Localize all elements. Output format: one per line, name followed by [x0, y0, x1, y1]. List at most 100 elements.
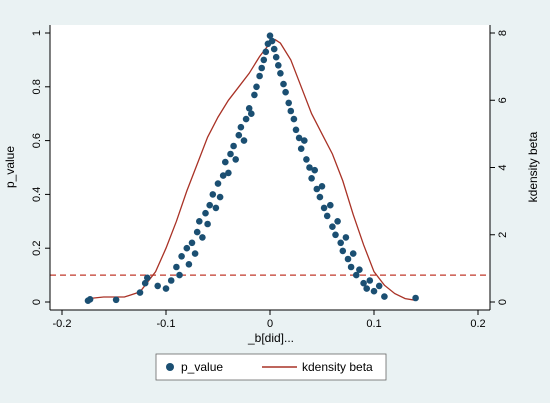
- p-value-point: [275, 62, 282, 69]
- p-value-point: [235, 131, 243, 139]
- p-value-point: [360, 279, 367, 287]
- p-value-point: [295, 134, 303, 142]
- x-tick-label: 0.1: [366, 318, 381, 330]
- y-left-tick-label: 0.2: [31, 241, 43, 256]
- p-value-point: [206, 201, 213, 209]
- p-value-point: [327, 201, 334, 209]
- p-value-point: [349, 250, 357, 257]
- y-left-tick-label: 0: [31, 299, 43, 305]
- p-value-point: [277, 70, 284, 77]
- x-axis-title: _b[did]...: [247, 331, 294, 345]
- p-value-point: [230, 142, 237, 150]
- x-tick-label: 0: [267, 318, 273, 330]
- p-value-point: [204, 220, 211, 228]
- p-value-point: [86, 296, 94, 303]
- p-value-point: [262, 48, 270, 56]
- p-value-point: [193, 228, 201, 236]
- p-value-point: [227, 150, 234, 158]
- axes-layer: -0.2 -0.1 0 0.1 0.2 0 0.2 0.4 0.6 0.8 1 0 2 4 6 8: [31, 25, 509, 330]
- p-value-point: [141, 279, 149, 287]
- p-value-point: [311, 166, 319, 174]
- p-value-point: [232, 156, 239, 163]
- p-value-point: [316, 193, 324, 201]
- legend: p_value kdensity beta: [155, 353, 387, 381]
- p-value-point: [258, 64, 266, 72]
- p-value-point: [212, 204, 220, 212]
- p-value-point: [167, 277, 175, 284]
- p-value-point: [154, 282, 161, 290]
- p-value-point: [191, 250, 199, 257]
- y-left-tick-label: 0.4: [31, 187, 43, 202]
- p-value-point: [370, 287, 378, 295]
- p-value-point: [196, 218, 203, 225]
- p-value-point: [199, 234, 206, 241]
- p-value-point: [209, 191, 217, 198]
- p-value-point: [306, 164, 313, 171]
- p-value-point: [173, 263, 180, 271]
- p-value-point: [347, 263, 355, 271]
- p-value-point: [301, 137, 308, 144]
- p-value-point: [248, 110, 255, 117]
- p-value-point: [366, 277, 374, 284]
- p-value-point: [144, 274, 151, 282]
- x-tick-label: 0.2: [470, 318, 485, 330]
- y-left-tick-label: 0.6: [31, 133, 43, 148]
- plot-area: [50, 25, 490, 310]
- p-value-point: [363, 285, 371, 292]
- p-value-point: [245, 105, 253, 112]
- p-value-point: [332, 231, 339, 239]
- p-value-point: [225, 169, 232, 177]
- p-value-point: [337, 239, 345, 247]
- y-right-tick-label: 8: [497, 30, 509, 36]
- p-value-point: [216, 193, 224, 201]
- p-value-point: [308, 175, 315, 182]
- legend-label-kdensity: kdensity beta: [302, 360, 373, 374]
- p-value-point: [412, 294, 419, 302]
- y-right-tick-label: 2: [497, 232, 509, 238]
- p-value-point: [381, 293, 388, 300]
- p-value-point: [280, 80, 287, 88]
- p-value-point: [339, 247, 347, 255]
- p-value-point: [303, 156, 310, 163]
- p-value-point: [162, 285, 170, 292]
- p-value-point: [272, 53, 280, 61]
- y-right-tick-label: 0: [497, 299, 509, 305]
- p-value-point: [185, 261, 193, 268]
- p-value-point: [256, 72, 263, 80]
- p-value-point: [292, 126, 300, 134]
- y-left-tick-label: 1: [31, 30, 43, 36]
- p-value-point: [176, 271, 183, 279]
- p-value-point: [334, 218, 341, 225]
- legend-label-p-value: p_value: [181, 360, 223, 374]
- p-value-point: [240, 137, 248, 144]
- p-value-point: [266, 32, 274, 39]
- p-value-point: [260, 56, 268, 64]
- p-value-point: [237, 123, 245, 131]
- y-right-axis-title: kdensity beta: [526, 131, 540, 202]
- p-value-point: [285, 99, 293, 107]
- p-value-point: [242, 115, 250, 123]
- p-value-point: [136, 289, 144, 296]
- p-value-point: [356, 266, 363, 274]
- x-tick-label: -0.2: [53, 318, 72, 330]
- p-value-point: [282, 88, 289, 96]
- y-left-axis-title: p_value: [3, 146, 17, 188]
- p-value-point: [270, 45, 278, 53]
- p-value-point: [253, 83, 260, 91]
- y-left-tick-label: 0.8: [31, 79, 43, 94]
- p-value-point: [297, 145, 305, 152]
- y-right-tick-label: 6: [497, 97, 509, 103]
- p-value-point: [313, 185, 321, 193]
- legend-marker-p-value: [166, 363, 174, 371]
- p-value-point: [268, 37, 276, 45]
- p-value-point: [251, 91, 258, 99]
- p-value-point: [318, 183, 326, 190]
- p-value-point: [323, 212, 331, 220]
- p-value-point: [320, 204, 328, 212]
- p-value-point: [287, 107, 295, 115]
- p-value-point: [329, 223, 336, 230]
- p-value-point: [222, 158, 229, 166]
- p-value-point: [342, 234, 350, 241]
- scatter-layer: [84, 32, 419, 305]
